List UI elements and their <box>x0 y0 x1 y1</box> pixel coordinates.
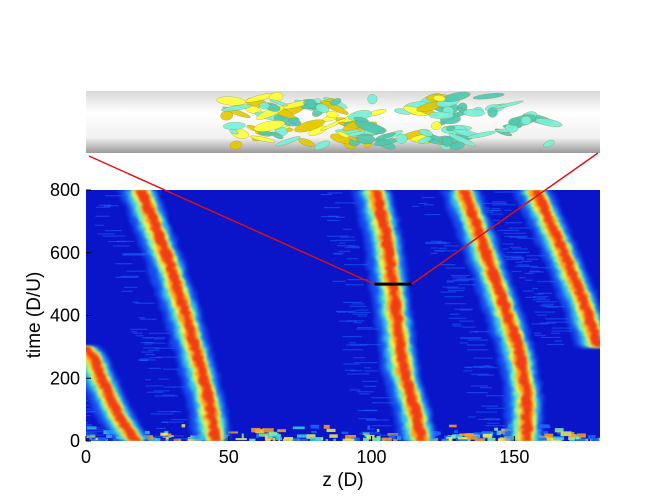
puff-3-band-5 <box>369 190 427 441</box>
x-tick-100: 100 <box>357 447 387 467</box>
puff-2-band-4 <box>132 190 220 441</box>
x-tick-labels: 0 50 100 150 <box>81 447 529 467</box>
puff-2 <box>94 190 232 441</box>
y-tick-800: 800 <box>50 180 80 200</box>
x-tick-0: 0 <box>81 447 91 467</box>
x-tick-50: 50 <box>219 447 239 467</box>
puff-5 <box>483 190 600 347</box>
puff-layer <box>86 190 600 441</box>
x-tick-150: 150 <box>499 447 529 467</box>
puff-2-band-5 <box>135 190 222 441</box>
y-axis-label: time (D/U) <box>24 272 45 359</box>
y-tick-600: 600 <box>50 243 80 263</box>
puff-1-band-5 <box>86 346 142 441</box>
link-line-right <box>411 152 599 285</box>
turbulent-structures <box>216 91 563 151</box>
link-line-left <box>88 155 375 285</box>
y-tick-200: 200 <box>50 368 80 388</box>
puff-3 <box>320 190 439 441</box>
y-tick-0: 0 <box>70 431 80 451</box>
puff-4 <box>411 190 545 441</box>
y-tick-labels: 0 200 400 600 800 <box>50 180 80 451</box>
plot-area <box>85 189 600 442</box>
puff-1 <box>86 346 153 441</box>
puff-4-band-5 <box>459 190 534 441</box>
pipe-inset <box>86 91 600 153</box>
puff-5-band-5 <box>532 190 600 347</box>
y-tick-400: 400 <box>50 306 80 326</box>
tick-marks <box>85 189 515 442</box>
inset-link-lines <box>88 152 599 285</box>
x-axis-label: z (D) <box>322 470 363 491</box>
